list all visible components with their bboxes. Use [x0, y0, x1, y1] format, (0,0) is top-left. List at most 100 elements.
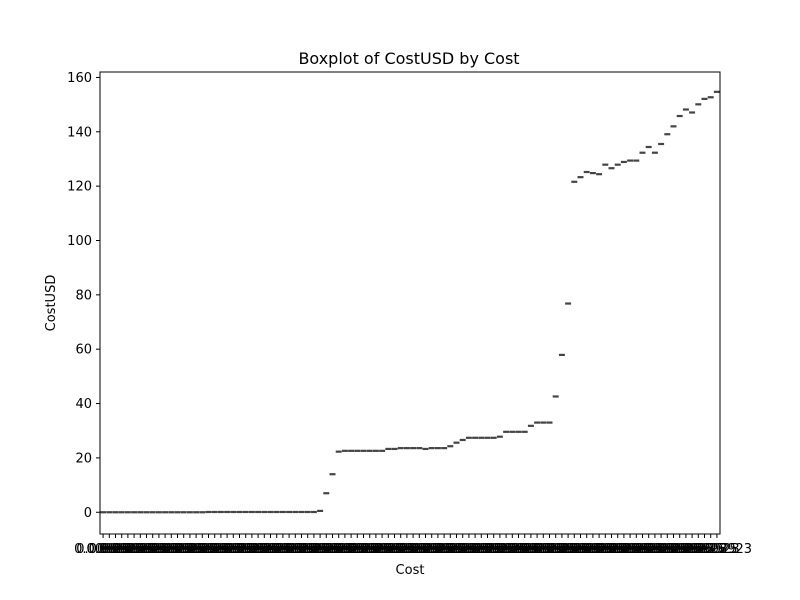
x-tick-label: 0.0002923	[359, 542, 429, 557]
x-tick-label: 0.00025	[89, 542, 143, 557]
x-tick-label: 0.0002923	[545, 542, 615, 557]
x-tick-label: 0.0002923	[111, 542, 181, 557]
x-tick-label: 0.00025	[485, 542, 539, 557]
x-tick-label: 0.0002923	[669, 542, 739, 557]
x-tick-label: 0.0002923	[223, 542, 293, 557]
x-axis-title: Cost	[396, 563, 425, 578]
x-tick-label: 0.00025	[287, 542, 341, 557]
x-tick-label: 0.00025	[461, 542, 515, 557]
y-tick-label: 80	[75, 288, 92, 303]
x-tick-label: 0.00025	[151, 542, 205, 557]
x-tick-label: 0.00025	[411, 542, 465, 557]
x-tick-label: 0.0002923	[434, 542, 504, 557]
x-tick-label: 0.00025	[510, 542, 564, 557]
x-tick-label: 0.00025	[399, 542, 453, 557]
x-axis: 0.000250.00029230.000250.00029230.000250…	[74, 534, 752, 557]
chart-title: Boxplot of CostUSD by Cost	[298, 49, 519, 68]
x-tick-label: 0.0002923	[273, 542, 343, 557]
x-tick-label: 0.0002923	[248, 542, 318, 557]
x-tick-label: 0.0002923	[99, 542, 169, 557]
x-tick-label: 0.0002923	[124, 542, 194, 557]
y-tick-label: 40	[75, 397, 92, 412]
x-tick-label: 0.0002923	[335, 542, 405, 557]
x-tick-label: 0.00025	[572, 542, 626, 557]
x-tick-label: 0.00025	[225, 542, 279, 557]
chart-marks	[100, 90, 720, 514]
x-tick-label: 0.00025	[113, 542, 167, 557]
y-axis: 0 20 40 60 80 100 120 140 160	[67, 71, 100, 521]
x-tick-label: 0.00025	[634, 542, 688, 557]
x-tick-label: 0.00025	[126, 542, 180, 557]
x-tick-label: 0.0002923	[136, 542, 206, 557]
x-tick-label: 0.00025	[349, 542, 403, 557]
x-tick-label: 0.00025	[622, 542, 676, 557]
plot-frame	[99, 71, 721, 535]
x-tick-label: 0.0002923	[173, 542, 243, 557]
x-tick-label: 0.00025	[585, 542, 639, 557]
x-tick-label: 0.0002923	[620, 542, 690, 557]
x-tick-label: 0.0002923	[297, 542, 367, 557]
x-tick-label: 0.00025	[312, 542, 366, 557]
x-tick-label: 0.0002923	[235, 542, 305, 557]
x-tick-label: 0.0002923	[186, 542, 256, 557]
x-tick-label: 0.0002923	[558, 542, 628, 557]
x-tick-label: 0.0002923	[347, 542, 417, 557]
x-tick-label: 0.0002923	[87, 542, 157, 557]
x-tick-label: 0.00025	[76, 542, 130, 557]
x-tick-label: 0.00025	[647, 542, 701, 557]
x-tick-label: 0.00025	[138, 542, 192, 557]
x-tick-label: 0.0002923	[583, 542, 653, 557]
x-tick-label: 0.00025	[473, 542, 527, 557]
x-tick-label: 0.0002923	[211, 542, 281, 557]
x-tick-label: 0.0002923	[149, 542, 219, 557]
x-tick-label: 0.00025	[609, 542, 663, 557]
x-tick-label: 0.0002923	[322, 542, 392, 557]
x-tick-label: 0.00025	[250, 542, 304, 557]
x-tick-label: 0.0002923	[310, 542, 380, 557]
y-tick-label: 140	[67, 125, 92, 140]
x-tick-label: 0.0002923	[74, 542, 144, 557]
x-tick-label: 0.00025	[213, 542, 267, 557]
x-tick-label: 0.00025	[324, 542, 378, 557]
x-tick-label: 0.00025	[423, 542, 477, 557]
x-tick-label: 0.0002923	[459, 542, 529, 557]
x-tick-label: 0.00025	[523, 542, 577, 557]
x-tick-label: 0.0002923	[260, 542, 330, 557]
x-tick-label: 0.0002923	[198, 542, 268, 557]
x-tick-label: 0.00025	[163, 542, 217, 557]
x-tick-label: 0.00025	[671, 542, 725, 557]
y-tick-label: 0	[84, 506, 92, 521]
x-tick-label: 0.0002923	[657, 542, 727, 557]
x-tick-label: 0.00025	[684, 542, 738, 557]
x-tick-label: 0.00025	[386, 542, 440, 557]
x-tick-label: 0.00025	[535, 542, 589, 557]
x-tick-label: 0.0002923	[607, 542, 677, 557]
x-tick-label: 0.00025	[200, 542, 254, 557]
x-tick-label: 0.0002923	[533, 542, 603, 557]
x-tick-label: 0.0002923	[496, 542, 566, 557]
x-tick-label: 0.0002923	[595, 542, 665, 557]
x-tick-label: 0.00025	[374, 542, 428, 557]
x-tick-label: 0.00025	[299, 542, 353, 557]
y-tick-label: 160	[67, 71, 92, 86]
x-tick-label: 0.00025	[175, 542, 229, 557]
x-tick-label: 0.00025	[498, 542, 552, 557]
x-tick-label: 0.00025	[597, 542, 651, 557]
x-tick-label: 0.00025	[101, 542, 155, 557]
x-tick-label: 0.0002923	[409, 542, 479, 557]
x-tick-label: 0.0002923	[446, 542, 516, 557]
x-tick-label: 0.00025	[188, 542, 242, 557]
y-axis-title: CostUSD	[44, 275, 59, 332]
x-tick-label: 0.00025	[448, 542, 502, 557]
x-tick-label: 0.0002923	[483, 542, 553, 557]
y-tick-label: 60	[75, 343, 92, 358]
x-tick-label: 0.00025	[262, 542, 316, 557]
x-tick-label: 0.00025	[659, 542, 713, 557]
x-tick-label: 0.0002923	[161, 542, 231, 557]
x-tick-label: 0.0002923	[508, 542, 578, 557]
x-tick-label: 0.0002923	[421, 542, 491, 557]
y-tick-label: 120	[67, 180, 92, 195]
x-tick-label: 0.0002923	[570, 542, 640, 557]
x-tick-label: 0.0002923	[521, 542, 591, 557]
x-tick-label: 0.00025	[436, 542, 490, 557]
